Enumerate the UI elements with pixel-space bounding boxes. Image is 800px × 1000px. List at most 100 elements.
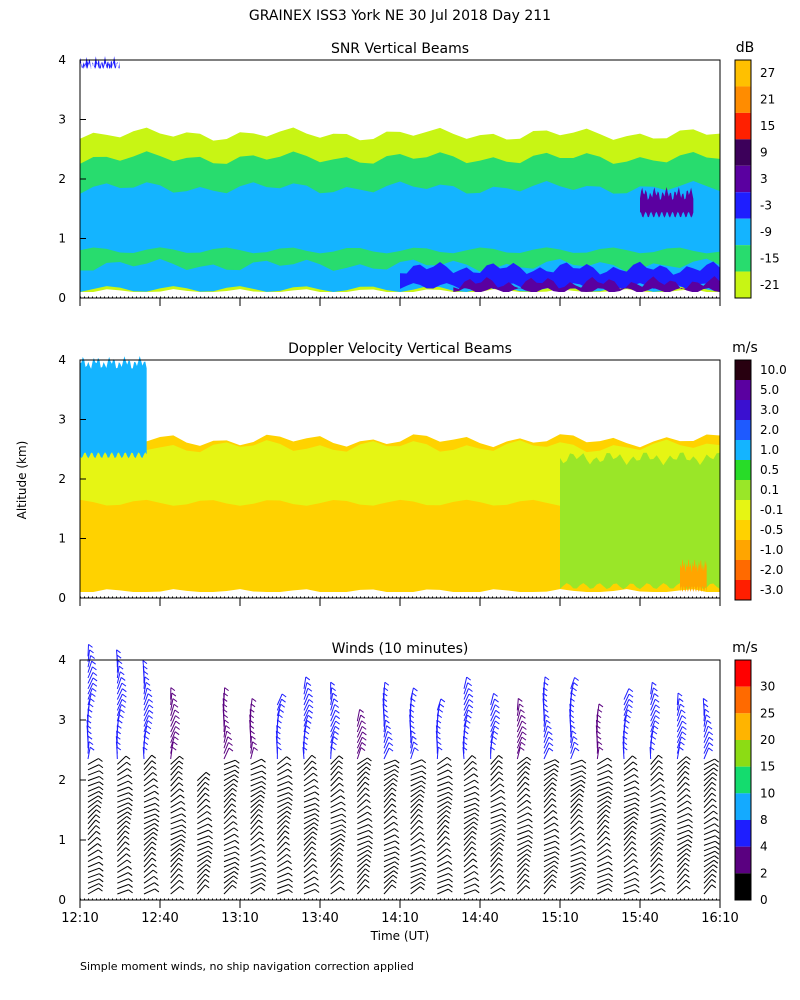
wind-barb-flag — [660, 784, 665, 789]
wind-barb-flag — [524, 868, 530, 873]
wind-barb — [463, 676, 468, 689]
x-tick-label: 12:10 — [61, 911, 98, 926]
wind-barb-flag — [526, 799, 532, 804]
wind-barb — [623, 825, 633, 835]
wind-barb — [383, 778, 394, 787]
wind-barb-flag — [208, 840, 213, 845]
wind-barb — [517, 844, 529, 852]
wind-barb — [516, 787, 526, 798]
wind-barb — [170, 715, 176, 727]
wind-barb — [703, 810, 714, 819]
wind-barb — [250, 809, 259, 819]
wind-barb — [463, 889, 476, 895]
wind-barb — [437, 878, 449, 884]
wind-barb — [597, 791, 609, 798]
wind-barb-flag — [118, 719, 123, 724]
wind-barb — [623, 889, 636, 895]
colorbar-swatch — [735, 86, 751, 113]
wind-barb — [437, 867, 449, 873]
wind-barb-flag — [258, 804, 264, 808]
wind-barb-flag — [608, 781, 613, 786]
colorbar-swatch — [735, 873, 751, 900]
wind-barb-flag — [364, 879, 370, 883]
colorbar-swatch — [735, 820, 751, 847]
wind-barb-flag — [473, 821, 478, 826]
wind-barb — [170, 760, 180, 771]
wind-barb — [356, 787, 366, 798]
wind-barb — [197, 859, 208, 868]
wind-barb-flag — [684, 868, 690, 873]
wind-barb — [517, 849, 528, 857]
wind-barb — [116, 709, 121, 722]
wind-barb-flag — [305, 676, 311, 681]
wind-barb — [410, 856, 423, 863]
wind-barb-flag — [368, 835, 373, 840]
wind-barb-flag — [145, 730, 151, 735]
wind-barb-flag — [473, 817, 479, 821]
wind-barb-flag — [677, 692, 683, 697]
wind-barb-flag — [546, 719, 551, 724]
wind-barb-flag — [279, 709, 284, 713]
wind-barb-flag — [252, 741, 257, 746]
wind-barb — [383, 769, 395, 776]
wind-barb-flag — [341, 807, 346, 812]
wind-barb — [650, 715, 656, 727]
wind-barb-flag — [98, 758, 103, 762]
wind-barb-flag — [260, 790, 266, 795]
wind-barb — [570, 793, 580, 803]
wind-barb-flag — [233, 778, 239, 783]
wind-barb — [383, 840, 396, 846]
colorbar-label: 0.1 — [760, 483, 779, 497]
wind-barb-flag — [627, 709, 632, 714]
wind-barb-flag — [311, 760, 317, 765]
wind-barb-flag — [634, 883, 640, 888]
wind-barb — [197, 835, 209, 841]
wind-barb — [410, 814, 419, 825]
wind-barb-flag — [179, 879, 184, 884]
wind-barb-flag — [465, 719, 471, 724]
wind-barb-flag — [685, 760, 691, 765]
x-tick-label: 15:40 — [621, 911, 658, 926]
doppler-colorbar-unit: m/s — [732, 340, 758, 356]
wind-barb — [490, 796, 502, 803]
wind-barb-flag — [527, 844, 533, 849]
wind-barb-flag — [145, 681, 151, 686]
wind-barb — [490, 874, 501, 884]
wind-barb — [87, 814, 97, 825]
wind-barb — [410, 886, 421, 895]
wind-barb-flag — [714, 840, 720, 845]
wind-barb — [703, 758, 715, 765]
wind-barb-flag — [525, 879, 530, 884]
wind-barb-flag — [632, 761, 638, 766]
wind-barb-flag — [472, 826, 478, 830]
wind-barb-flag — [119, 714, 124, 719]
wind-barb — [490, 863, 499, 873]
wind-barb — [303, 760, 313, 771]
wind-barb-flag — [464, 725, 470, 729]
wind-barb-flag — [388, 742, 394, 747]
wind-barb — [410, 803, 420, 814]
wind-barb — [543, 747, 550, 760]
wind-barb — [543, 865, 555, 873]
wind-barb — [170, 788, 180, 798]
wind-barb — [543, 731, 549, 743]
snr-panel-title: SNR Vertical Beams — [331, 41, 469, 57]
wind-barb — [303, 682, 308, 695]
wind-barb — [330, 857, 339, 868]
wind-barb-flag — [526, 853, 531, 858]
wind-barb-flag — [393, 773, 399, 778]
wind-barb — [623, 877, 636, 884]
wind-barb-flag — [524, 776, 530, 781]
wind-barb — [117, 774, 129, 782]
wind-barb — [277, 775, 289, 782]
wind-barb — [676, 765, 686, 776]
wind-barb-flag — [334, 731, 339, 735]
wind-barb — [517, 853, 527, 862]
wind-barb — [463, 846, 473, 857]
wind-barb — [543, 720, 547, 733]
wind-barb — [170, 848, 181, 857]
wind-barb — [356, 793, 367, 803]
wind-barb — [650, 693, 655, 706]
wind-barb — [223, 809, 233, 819]
wind-barb — [543, 860, 555, 868]
